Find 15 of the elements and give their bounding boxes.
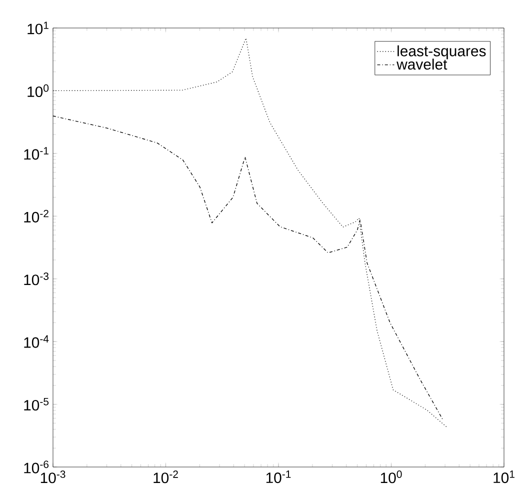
x-tick-label: 10$^{-1}$ — [266, 470, 291, 484]
y-tick-label: 10$^{-6}$ — [24, 460, 49, 474]
y-tick-label: 10$^{-5}$ — [24, 398, 49, 411]
y-tick-label: 10$^{-2}$ — [24, 210, 48, 222]
y-tick-label: 10$^{1}$ — [28, 22, 48, 34]
x-tick-label: 10$^{-3}$ — [40, 470, 66, 484]
y-tick-label: 10$^{0}$ — [28, 84, 49, 98]
legend-label: least-squares — [398, 45, 486, 60]
y-tick-label: 10$^{-1}$ — [24, 147, 48, 160]
y-tick-label: 10$^{-3}$ — [24, 272, 49, 286]
x-tick-label: 10$^{-2}$ — [154, 470, 178, 484]
legend-label: wavelet — [396, 58, 448, 70]
x-tick-label: 10$^{0}$ — [380, 470, 402, 484]
x-tick-label: 10$^{1}$ — [494, 470, 514, 484]
y-tick-label: 10$^{-4}$ — [24, 335, 49, 348]
